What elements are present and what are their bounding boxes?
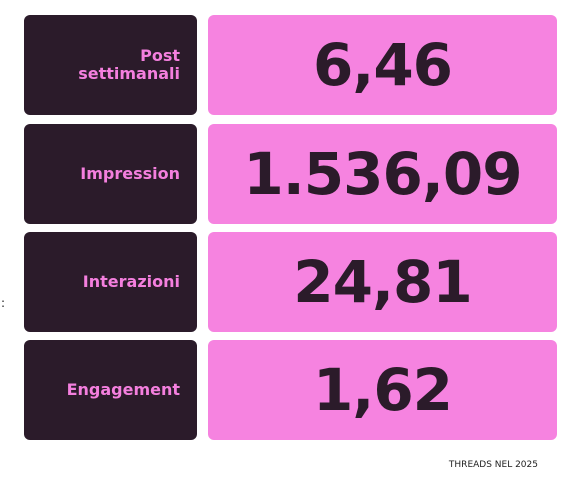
stat-value: 6,46	[208, 15, 557, 115]
stat-value: 1.536,09	[208, 124, 557, 224]
stat-label-box: Impression	[24, 124, 197, 224]
stat-label-box: Engagement	[24, 340, 197, 440]
stat-label: Post	[140, 46, 180, 65]
stat-value: 1,62	[208, 340, 557, 440]
stat-label: Impression	[80, 164, 180, 183]
footer: THREADS NEL 2025	[448, 460, 538, 470]
side-mark: :	[1, 296, 6, 310]
stat-row: Impression 1.536,09	[24, 124, 557, 224]
stat-row: Interazioni 24,81	[24, 232, 557, 332]
stat-label: Engagement	[66, 380, 180, 399]
stat-label-box: Post settimanali	[24, 15, 197, 115]
stat-label: Interazioni	[82, 272, 180, 291]
stat-row: Post settimanali 6,46	[24, 15, 557, 115]
stat-row: Engagement 1,62	[24, 340, 557, 440]
stat-value: 24,81	[208, 232, 557, 332]
stat-label: settimanali	[78, 64, 180, 83]
stat-label-box: Interazioni	[24, 232, 197, 332]
